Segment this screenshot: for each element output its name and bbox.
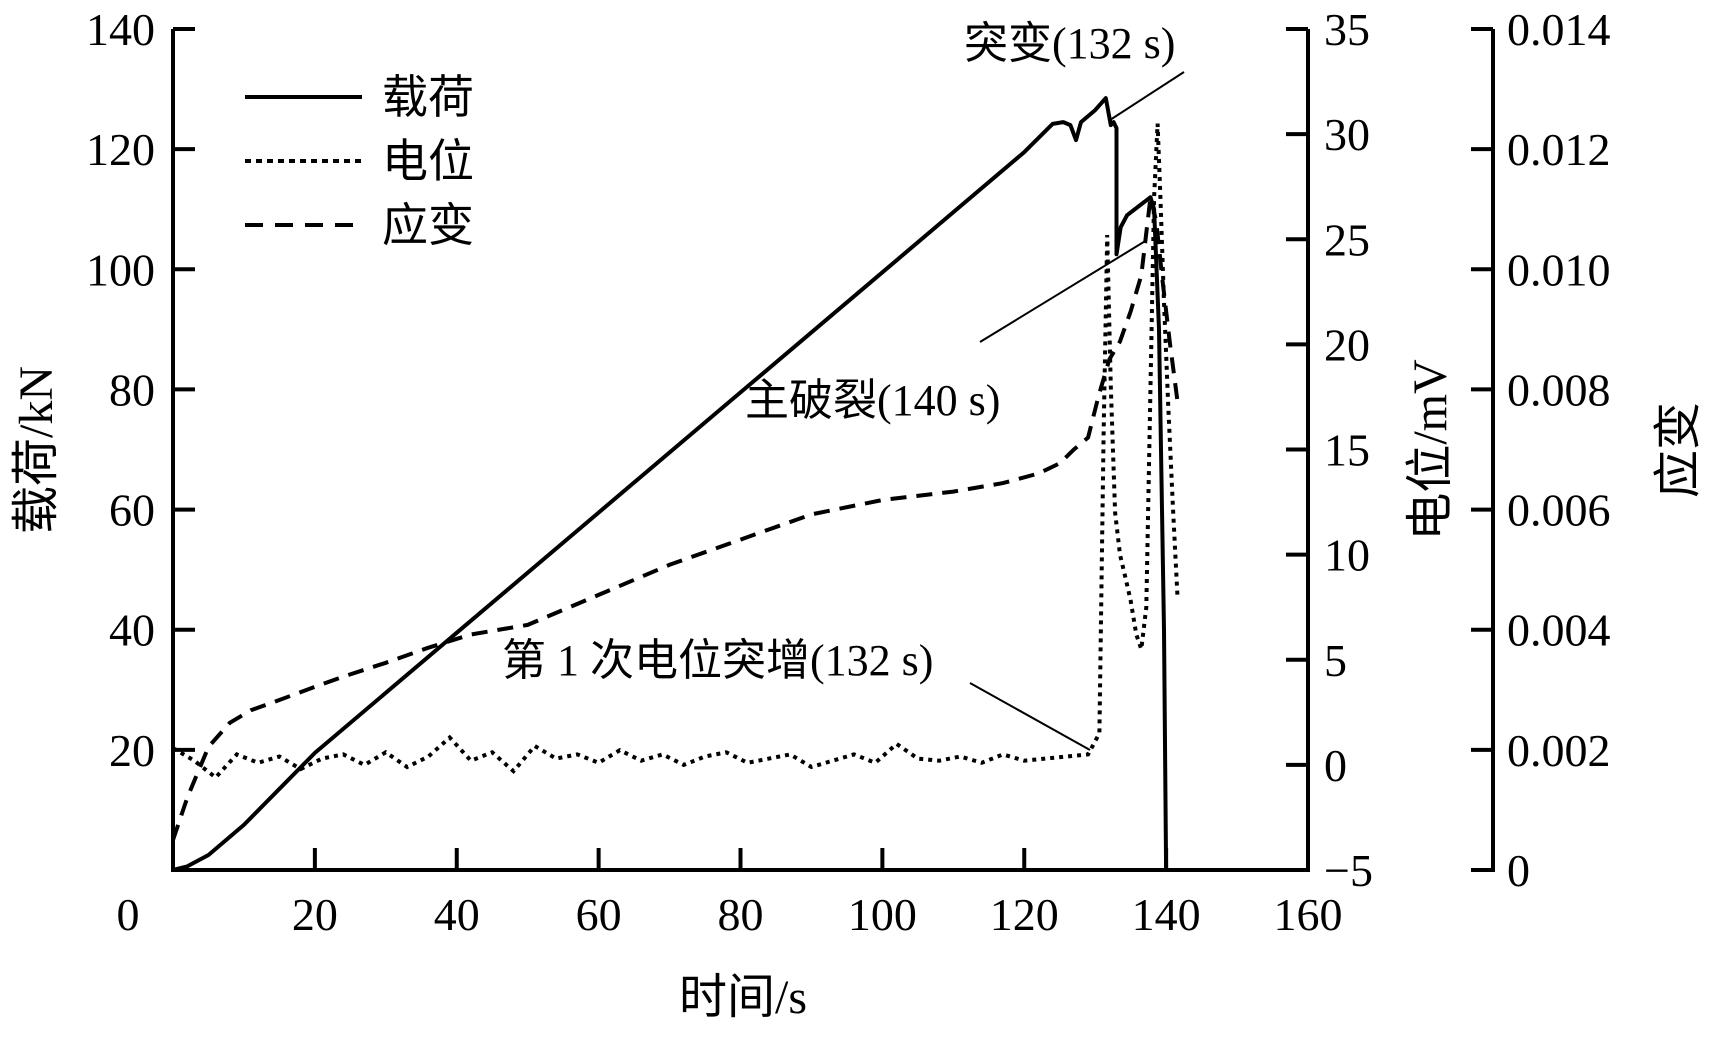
annotation-sudden-change-leader (1109, 71, 1185, 121)
load-series-line (172, 96, 1169, 872)
annotation-main-rupture: 主破裂(140 s) (745, 376, 1000, 425)
tick-labels: 0 20 40 60 80 100 120 140 1601401201008060402035… (86, 4, 1611, 940)
annotation-main-rupture-leader (979, 239, 1148, 343)
annotation-first-potential-surge-leader (969, 682, 1091, 751)
x-tick-label: 80 (718, 889, 764, 940)
potential-y-tick-label: 25 (1324, 214, 1370, 265)
x-tick-label: 140 (1132, 889, 1201, 940)
legend-load-label: 载荷 (382, 72, 474, 123)
x-tick-label: 60 (576, 889, 622, 940)
strain-y-tick-label: 0.006 (1507, 485, 1611, 536)
potential-y-tick-label: 0 (1324, 740, 1347, 791)
potential-y-tick-label: 35 (1324, 4, 1370, 55)
x-tick-label: 120 (990, 889, 1059, 940)
strain-y-tick-label: 0 (1507, 845, 1530, 896)
left-y-tick-label: 40 (109, 605, 155, 656)
left-y-tick-label: 80 (109, 364, 155, 415)
potential-y-tick-label: 30 (1324, 109, 1370, 160)
strain-y-tick-label: 0.008 (1507, 364, 1611, 415)
x-axis-label: 时间/s (679, 971, 807, 1024)
annotation-sudden-change: 突变(132 s) (964, 19, 1175, 68)
strain-series-line (171, 196, 1180, 841)
strain-y-tick-label: 0.002 (1507, 725, 1611, 776)
x-tick-label: 40 (434, 889, 480, 940)
potential-y-tick-label: −5 (1324, 845, 1373, 896)
x-tick-label: 160 (1274, 889, 1343, 940)
potential-y-tick-label: 20 (1324, 319, 1370, 370)
annotation-first-potential-surge: 第 1 次电位突增(132 s) (502, 636, 933, 685)
potential-y-axis-label: 电位/mV (1404, 359, 1457, 541)
potential-y-tick-label: 10 (1324, 530, 1370, 581)
potential-series-line (171, 123, 1180, 781)
potential-y-tick-label: 15 (1324, 425, 1370, 476)
strain-y-tick-label: 0.010 (1507, 244, 1611, 295)
strain-y-tick-label: 0.012 (1507, 124, 1611, 175)
left-y-tick-label: 120 (86, 124, 155, 175)
legend-strain-label: 应变 (382, 200, 474, 251)
legend-potential-label: 电位 (382, 136, 474, 187)
x-tick-label: 20 (292, 889, 338, 940)
x-tick-label: 0 (117, 889, 140, 940)
strain-y-axis-label: 应变 (1652, 402, 1705, 498)
left-y-tick-label: 60 (109, 485, 155, 536)
potential-y-tick-label: 5 (1324, 635, 1347, 686)
legend: 载荷 电位 应变 (245, 72, 474, 251)
left-y-tick-label: 140 (86, 4, 155, 55)
strain-y-tick-label: 0.004 (1507, 605, 1611, 656)
x-tick-label: 100 (848, 889, 917, 940)
left-y-axis-label: 载荷/kN (10, 366, 63, 534)
annotations: 突变(132 s) 主破裂(140 s) 第 1 次电位突增(132 s) (502, 19, 1185, 751)
axis-ticks (173, 27, 1493, 872)
left-y-tick-label: 20 (109, 725, 155, 776)
strain-y-tick-label: 0.014 (1507, 4, 1611, 55)
plot-series (171, 96, 1180, 872)
left-y-tick-label: 100 (86, 244, 155, 295)
